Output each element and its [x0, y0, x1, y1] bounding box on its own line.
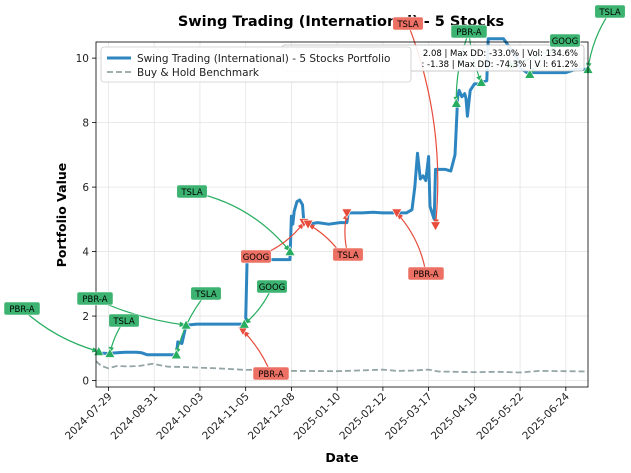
signal-label: TSLA — [194, 290, 217, 300]
benchmark-line — [95, 360, 589, 374]
signal-label-box — [594, 4, 626, 19]
sell-marker — [391, 208, 403, 219]
x-tick-label: 2025-03-17 — [383, 391, 435, 443]
x-axis-label: Date — [325, 450, 358, 465]
x-tick-label: 2025-01-10 — [292, 391, 344, 443]
legend-label-benchmark: Buy & Hold Benchmark — [137, 67, 260, 79]
legend-frame — [100, 46, 412, 83]
sell-marker — [430, 221, 442, 232]
x-tick-label: 2025-04-19 — [429, 391, 481, 443]
x-tick-label: 2025-02-12 — [337, 391, 389, 443]
sell-marker — [302, 219, 314, 230]
signal-label-box — [108, 313, 140, 328]
signal-label: TSLA — [396, 20, 419, 30]
y-tick-label: 10 — [76, 53, 89, 65]
buy-marker — [284, 245, 296, 256]
signal-label-box — [392, 16, 424, 31]
y-tick-label: 8 — [82, 118, 89, 130]
signal-label-box — [176, 184, 208, 199]
x-tick-label: 2024-12-08 — [246, 391, 298, 443]
signal-label: PBR-A — [413, 270, 438, 280]
legend-label-portfolio: Swing Trading (International) - 5 Stocks… — [137, 53, 390, 65]
signal-label-box — [332, 247, 364, 262]
signal-arrow — [191, 191, 291, 252]
plot-frame — [95, 41, 589, 388]
signal-label: TSLA — [112, 317, 135, 327]
signal-label-box — [76, 291, 114, 306]
buy-marker — [170, 349, 182, 360]
signal-label: GOOG — [552, 37, 579, 47]
y-tick-label: 2 — [82, 311, 89, 323]
buy-marker — [475, 76, 487, 87]
sell-marker — [341, 208, 353, 219]
signal-label: TSLA — [180, 188, 203, 198]
signal-label: GOOG — [243, 253, 270, 263]
signal-label-box — [190, 286, 222, 301]
signal-label: PBR-A — [258, 370, 283, 380]
x-tick-label: 2024-08-31 — [109, 391, 161, 443]
y-axis-ticks: 0 2 4 6 8 10 — [76, 53, 96, 388]
signal-label: TSLA — [336, 251, 359, 261]
y-tick-label: 6 — [82, 182, 89, 194]
stats-line-1: 2.08 | Max DD: -33.0% | Vol: 134.6% — [423, 49, 578, 59]
buy-marker — [180, 319, 192, 330]
signal-label: PBR-A — [456, 28, 481, 38]
portfolio-line — [95, 37, 588, 357]
signal-arrowhead — [179, 321, 187, 327]
x-tick-label: 2024-07-29 — [63, 391, 115, 443]
signal-arrow — [587, 11, 611, 70]
signal-label-box — [3, 301, 41, 316]
signal-markers — [93, 58, 594, 360]
signal-label: PBR-A — [9, 305, 34, 315]
stats-line-2: : -1.38 | Max DD: -74.3% | V l: 61.2% — [421, 60, 578, 70]
portfolio-series-layer — [95, 37, 588, 357]
signal-arrow — [396, 212, 427, 275]
legend: Swing Trading (International) - 5 Stocks… — [100, 46, 412, 83]
signal-label-box — [256, 279, 288, 294]
signal-label: TSLA — [598, 8, 621, 18]
x-axis-ticks: 2024-07-292024-08-312024-10-032024-11-05… — [63, 387, 572, 442]
signal-label-box — [252, 366, 290, 381]
signal-label-box — [407, 266, 445, 281]
signal-label: GOOG — [259, 283, 286, 293]
signal-label-box — [450, 24, 488, 39]
x-tick-label: 2025-06-24 — [520, 390, 572, 442]
buy-marker — [450, 97, 462, 108]
buy-marker — [524, 68, 536, 79]
buy-marker — [238, 318, 250, 329]
signal-label-box — [240, 249, 272, 264]
signal-label-box — [549, 33, 581, 48]
y-tick-label: 4 — [82, 247, 89, 259]
signal-labels: PBR-A TSLA PBR-A TSLA PBR-A GOOG TSLA GOOG TSLA P… — [3, 4, 626, 381]
x-tick-label: 2024-11-05 — [200, 391, 252, 443]
buy-marker — [104, 347, 116, 358]
signal-label: PBR-A — [82, 295, 107, 305]
y-axis-label: Portfolio Value — [54, 163, 69, 268]
y-tick-label: 0 — [82, 376, 89, 388]
benchmark-series-layer — [95, 360, 589, 374]
x-tick-label: 2025-05-22 — [475, 391, 527, 443]
grid-lines — [96, 42, 588, 387]
x-tick-label: 2024-10-03 — [154, 391, 206, 443]
